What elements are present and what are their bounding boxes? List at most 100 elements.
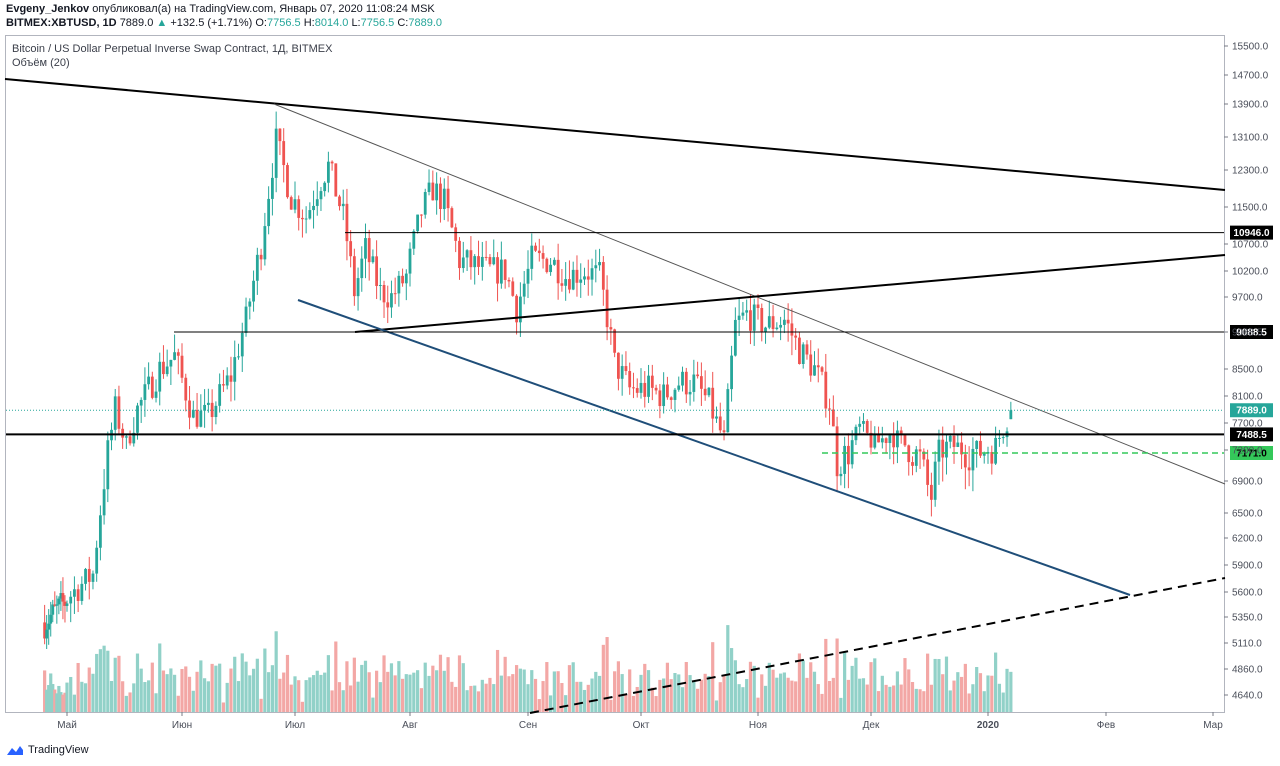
rising-trendline[interactable] [354,254,1226,333]
candle [229,356,233,402]
candle [816,348,820,383]
candle [801,342,805,369]
candle [586,259,590,296]
candle [937,429,941,485]
volume-bar [289,684,293,712]
volume-bar [184,666,188,712]
volume-bar [545,662,549,712]
candle [884,437,888,454]
y-tick-label: 12300.0 [1232,166,1269,177]
candle [534,242,537,252]
candle [199,394,203,428]
price-axis[interactable]: 15500.0 14700.0 13900.0 13100.0 12300.0 11500… [1224,42,1269,702]
candle [628,362,632,395]
volume-bar [714,700,719,712]
volume-bar [511,674,515,712]
volume-bar [990,675,994,712]
volume-bar [745,679,749,712]
volume-bar [994,652,998,712]
open-value: 7756.5 [267,17,301,29]
candle [435,172,439,215]
y-tick-label: 13900.0 [1232,100,1269,111]
thin-descending-trendline[interactable] [273,103,1226,485]
candle [677,376,681,392]
time-axis[interactable]: Май Июн Июл Авг Сен Окт Ноя Дек 2020 Фев Мар [57,712,1223,731]
volume-bar [488,677,492,712]
volume-bar [121,681,125,712]
volume-bar [323,672,327,712]
candle [749,294,752,345]
candle [143,367,147,417]
volume-bar [944,656,949,712]
price-level-9088.5[interactable]: 9088.5 [174,325,1273,339]
candle [499,241,503,289]
y-tick: 6900.0 [1224,477,1263,488]
y-tick: 4860.0 [1224,665,1263,676]
volume-bar [824,638,828,712]
candle [545,257,549,274]
price-level-7171.0[interactable]: 7171.0 [822,445,1273,460]
price-level-10946.0[interactable]: 10946.0 [345,225,1273,240]
candle [798,332,801,365]
volume-bar [1005,668,1009,712]
volume-bar [575,681,579,712]
volume-bar [959,676,964,712]
y-tick-label: 9700.0 [1232,293,1263,304]
dashed-projection-line[interactable] [529,577,1226,714]
volume-bar [737,684,741,712]
x-tick-label: Дек [863,720,880,731]
x-tick: Фев [1097,712,1115,731]
volume-bar [214,665,218,712]
volume-bar [696,688,700,712]
low-value: 7756.5 [360,17,395,29]
volume-bar [507,676,511,712]
y-tick-label: 13100.0 [1232,133,1269,144]
volume-bar [533,678,538,712]
volume-bar [741,687,745,712]
candle [176,348,180,375]
up-arrow-icon: ▲ [156,17,168,29]
candle [267,186,271,235]
price-level-7889.0[interactable]: 7889.0 [6,403,1273,418]
y-tick-label: 6900.0 [1232,477,1263,488]
volume-bar [356,681,360,712]
volume-bar [775,677,779,712]
tradingview-logo-icon [7,746,23,755]
y-tick-label: 4640.0 [1232,691,1263,702]
volume-bar [259,698,263,712]
volume-bar [349,685,353,712]
volume-bar [492,684,496,712]
candle [880,426,884,449]
candle [113,388,117,441]
candle [45,615,49,649]
volume-bar [786,677,790,712]
volume-bar [861,678,866,712]
candle [658,384,662,419]
volume-bar [255,658,259,712]
open-label: O: [255,17,267,29]
candle [526,250,530,299]
candle [188,385,191,430]
volume-bar [801,660,805,712]
price-level-7488.5[interactable]: 7488.5 [6,427,1273,442]
channel-support-line[interactable] [297,299,1131,596]
volume-bar [809,662,813,712]
volume-bar [639,674,643,712]
volume-bar [726,625,730,712]
candle [571,261,575,291]
candle [929,472,933,517]
volume-bar [61,694,65,712]
price-badge-label: 10946.0 [1233,228,1270,239]
candle [673,387,677,413]
candle [632,372,635,399]
y-tick-label: 7700.0 [1232,419,1263,430]
chart-frame[interactable] [5,35,1225,713]
volume-bar [431,665,435,712]
tradingview-footer[interactable]: TradingView [6,744,89,756]
volume-bar [586,684,590,712]
long-term-resistance-line[interactable] [4,78,1226,191]
candle [703,370,707,401]
candle [564,262,568,301]
volume-bar [419,688,424,712]
